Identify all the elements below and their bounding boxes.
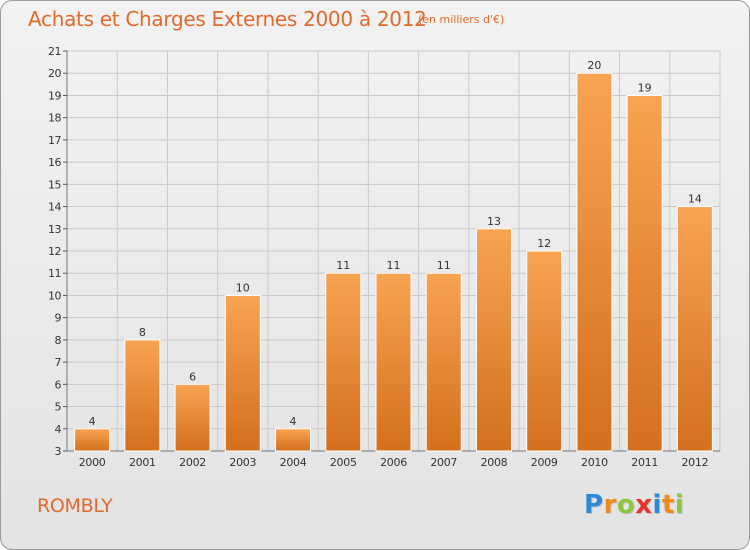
y-tick-label: 12 — [48, 245, 61, 258]
y-tick-label: 5 — [55, 401, 62, 414]
bar — [576, 72, 613, 452]
data-label: 4 — [89, 415, 96, 428]
data-label: 11 — [336, 259, 350, 272]
logo-letter: o — [616, 490, 636, 520]
y-tick-label: 10 — [48, 289, 61, 302]
y-tick-label: 14 — [48, 201, 61, 214]
x-tick-label: 2003 — [229, 456, 256, 469]
x-tick-label: 2001 — [129, 456, 156, 469]
data-label: 4 — [290, 415, 297, 428]
y-tick-label: 20 — [48, 67, 61, 80]
x-tick-label: 2002 — [179, 456, 206, 469]
data-label: 11 — [437, 259, 451, 272]
bar — [526, 250, 563, 452]
x-tick-label: 2000 — [79, 456, 106, 469]
bar — [626, 94, 663, 452]
data-label: 19 — [638, 81, 652, 94]
bar — [74, 428, 111, 452]
x-tick-label: 2010 — [581, 456, 608, 469]
bar — [124, 339, 161, 452]
y-tick-label: 4 — [55, 423, 62, 436]
y-tick-label: 6 — [55, 378, 62, 391]
data-label: 6 — [189, 370, 196, 383]
chart-title: Achats et Charges Externes 2000 à 2012 — [28, 7, 427, 31]
bar — [676, 206, 713, 452]
logo-letter: t — [661, 490, 675, 520]
x-tick-label: 2009 — [531, 456, 558, 469]
data-label: 14 — [688, 193, 702, 206]
bar — [174, 383, 211, 452]
commune-name: ROMBLY — [37, 495, 113, 517]
x-tick-label: 2004 — [280, 456, 307, 469]
bar — [375, 272, 412, 452]
x-tick-label: 2007 — [430, 456, 457, 469]
logo-letter: i — [674, 490, 685, 520]
x-tick-label: 2008 — [481, 456, 508, 469]
y-tick-label: 17 — [48, 134, 61, 147]
data-label: 20 — [587, 59, 601, 72]
data-label: 13 — [487, 215, 501, 228]
x-tick-label: 2012 — [681, 456, 708, 469]
data-label: 8 — [139, 326, 146, 339]
logo-letter: x — [635, 490, 653, 520]
bar — [325, 272, 362, 452]
y-tick-label: 8 — [55, 334, 62, 347]
x-tick-label: 2006 — [380, 456, 407, 469]
bar — [475, 228, 512, 452]
proxiti-logo: Proxiti — [584, 490, 684, 520]
y-tick-label: 3 — [55, 445, 62, 458]
chart-unit: (en milliers d'€) — [418, 13, 505, 26]
bar — [425, 272, 462, 452]
y-tick-label: 19 — [48, 89, 61, 102]
data-label: 10 — [236, 281, 250, 294]
data-label: 11 — [387, 259, 401, 272]
y-tick-label: 9 — [55, 312, 62, 325]
y-tick-label: 21 — [48, 45, 61, 58]
logo-letter: P — [584, 490, 604, 520]
y-tick-label: 13 — [48, 223, 61, 236]
x-tick-label: 2005 — [330, 456, 357, 469]
y-tick-label: 18 — [48, 112, 61, 125]
y-tick-label: 7 — [55, 356, 62, 369]
logo-letter: i — [652, 490, 662, 520]
y-tick-label: 11 — [48, 267, 61, 280]
bar — [275, 428, 312, 452]
bar — [224, 294, 261, 452]
logo-letter: r — [603, 490, 617, 520]
y-tick-label: 15 — [48, 178, 61, 191]
x-tick-label: 2011 — [631, 456, 658, 469]
y-tick-label: 16 — [48, 156, 61, 169]
data-label: 12 — [537, 237, 551, 250]
